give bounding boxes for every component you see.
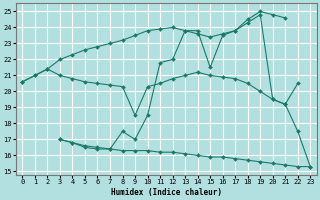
X-axis label: Humidex (Indice chaleur): Humidex (Indice chaleur) xyxy=(111,188,222,197)
